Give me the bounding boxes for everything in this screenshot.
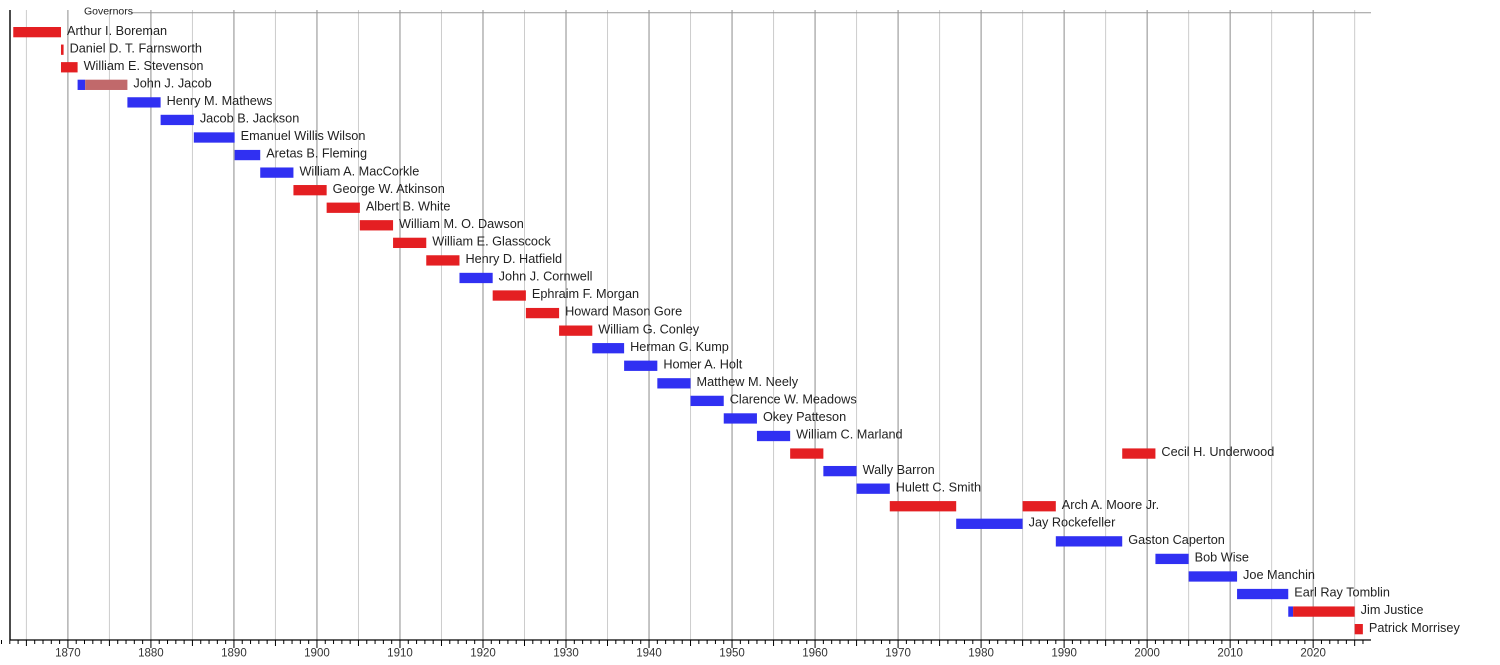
svg-text:Earl Ray Tomblin: Earl Ray Tomblin (1294, 586, 1390, 600)
svg-text:Arthur I. Boreman: Arthur I. Boreman (67, 24, 167, 38)
svg-text:Hulett C. Smith: Hulett C. Smith (896, 480, 981, 494)
svg-text:Henry D. Hatfield: Henry D. Hatfield (465, 252, 562, 266)
svg-text:Emanuel Willis Wilson: Emanuel Willis Wilson (241, 129, 366, 143)
svg-text:Okey Patteson: Okey Patteson (763, 410, 846, 424)
svg-text:John J. Jacob: John J. Jacob (133, 76, 211, 90)
svg-text:John J. Cornwell: John J. Cornwell (499, 270, 593, 284)
svg-text:William E. Glasscock: William E. Glasscock (432, 235, 551, 249)
svg-text:Clarence W. Meadows: Clarence W. Meadows (730, 393, 857, 407)
svg-text:Herman G. Kump: Herman G. Kump (630, 340, 729, 354)
svg-text:1980: 1980 (968, 648, 994, 660)
svg-text:William A. MacCorkle: William A. MacCorkle (299, 164, 419, 178)
svg-text:Jacob B. Jackson: Jacob B. Jackson (200, 112, 299, 126)
svg-text:1870: 1870 (55, 648, 81, 660)
svg-text:Wally Barron: Wally Barron (863, 463, 935, 477)
svg-text:Albert B. White: Albert B. White (366, 199, 451, 213)
svg-text:Daniel D. T. Farnsworth: Daniel D. T. Farnsworth (70, 41, 202, 55)
svg-text:Joe Manchin: Joe Manchin (1243, 568, 1315, 582)
svg-text:1940: 1940 (636, 648, 662, 660)
svg-text:Arch A. Moore Jr.: Arch A. Moore Jr. (1062, 498, 1159, 512)
svg-text:Ephraim F. Morgan: Ephraim F. Morgan (532, 287, 639, 301)
svg-text:1990: 1990 (1051, 648, 1077, 660)
svg-text:Governors: Governors (84, 6, 133, 18)
svg-text:1930: 1930 (553, 648, 579, 660)
svg-text:Jim Justice: Jim Justice (1361, 603, 1424, 617)
svg-text:1880: 1880 (138, 648, 164, 660)
svg-text:1910: 1910 (387, 648, 413, 660)
svg-text:William M. O. Dawson: William M. O. Dawson (399, 217, 524, 231)
svg-text:Henry M. Mathews: Henry M. Mathews (167, 94, 273, 108)
svg-text:William C. Marland: William C. Marland (796, 428, 902, 442)
svg-text:Bob Wise: Bob Wise (1195, 551, 1249, 565)
svg-text:1890: 1890 (221, 648, 247, 660)
svg-text:1900: 1900 (304, 648, 330, 660)
svg-text:1970: 1970 (885, 648, 911, 660)
svg-text:Patrick Morrisey: Patrick Morrisey (1369, 621, 1461, 635)
svg-text:2020: 2020 (1300, 648, 1326, 660)
svg-text:Aretas B. Fleming: Aretas B. Fleming (266, 147, 367, 161)
svg-text:2010: 2010 (1217, 648, 1243, 660)
svg-text:1950: 1950 (719, 648, 745, 660)
svg-text:Howard Mason Gore: Howard Mason Gore (565, 305, 682, 319)
svg-text:William E. Stevenson: William E. Stevenson (84, 59, 204, 73)
svg-text:Cecil H. Underwood: Cecil H. Underwood (1161, 445, 1274, 459)
svg-text:Gaston Caperton: Gaston Caperton (1128, 533, 1225, 547)
svg-text:1960: 1960 (802, 648, 828, 660)
svg-text:2000: 2000 (1134, 648, 1160, 660)
svg-text:Matthew M. Neely: Matthew M. Neely (697, 375, 799, 389)
svg-text:Homer A. Holt: Homer A. Holt (663, 357, 742, 371)
svg-text:William G. Conley: William G. Conley (598, 322, 699, 336)
svg-text:Jay Rockefeller: Jay Rockefeller (1029, 515, 1117, 529)
svg-text:George W. Atkinson: George W. Atkinson (333, 182, 445, 196)
svg-text:1920: 1920 (470, 648, 496, 660)
